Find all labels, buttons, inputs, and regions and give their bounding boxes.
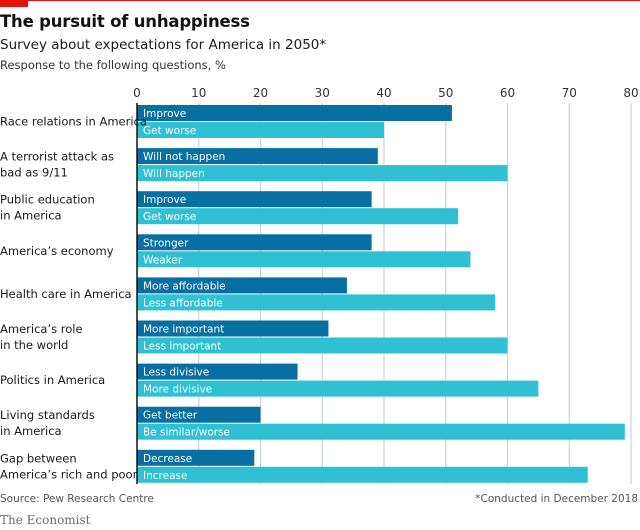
x-tick-label: 10 bbox=[191, 86, 206, 100]
bar-label: Get better bbox=[143, 410, 198, 422]
bar bbox=[137, 406, 261, 423]
bar bbox=[137, 294, 496, 311]
bar bbox=[137, 466, 588, 483]
bar bbox=[137, 277, 347, 294]
bar-label: Stronger bbox=[143, 237, 189, 249]
category-label: America’s economy bbox=[0, 244, 114, 258]
category-label: America’s role bbox=[0, 322, 83, 336]
category-label: in America bbox=[0, 209, 62, 223]
bar bbox=[137, 251, 471, 268]
bar bbox=[137, 234, 372, 251]
category-label: Race relations in America bbox=[0, 115, 147, 129]
bar-label: Improve bbox=[143, 108, 186, 120]
x-tick-label: 20 bbox=[253, 86, 268, 100]
x-tick-label: 80 bbox=[623, 86, 638, 100]
bar-label: Less affordable bbox=[143, 297, 223, 309]
category-label: in America bbox=[0, 424, 62, 438]
x-axis-ticks: 0 10 20 30 40 50 60 70 80 bbox=[133, 86, 638, 100]
category-label: Living standards bbox=[0, 408, 95, 422]
category-label: Public education bbox=[0, 193, 95, 207]
bar-label: More important bbox=[143, 324, 224, 336]
bar bbox=[137, 105, 452, 121]
category-label: Politics in America bbox=[0, 373, 105, 387]
bar-label: Less important bbox=[143, 341, 221, 353]
x-tick-label: 40 bbox=[376, 86, 391, 100]
bar bbox=[137, 363, 298, 380]
top-rule bbox=[0, 0, 640, 1]
bar-label: Less divisive bbox=[143, 367, 209, 379]
bar bbox=[137, 380, 539, 397]
footnote: *Conducted in December 2018 bbox=[475, 493, 638, 505]
source-note: Source: Pew Research Centre bbox=[0, 493, 154, 505]
bar bbox=[137, 165, 508, 182]
x-tick-label: 0 bbox=[133, 86, 141, 100]
brand-red-tab bbox=[0, 0, 28, 7]
bar bbox=[137, 208, 459, 225]
bar-label: Decrease bbox=[143, 453, 192, 465]
x-tick-label: 30 bbox=[315, 86, 330, 100]
bar-label: Be similar/worse bbox=[143, 427, 230, 439]
category-label: Health care in America bbox=[0, 287, 132, 301]
bar bbox=[137, 449, 255, 466]
category-label: Gap between bbox=[0, 451, 77, 465]
bar bbox=[137, 337, 508, 354]
bar-label: More affordable bbox=[143, 280, 226, 292]
category-label: bad as 9/11 bbox=[0, 166, 68, 180]
chart-subtitle: Survey about expectations for America in… bbox=[0, 37, 327, 53]
bar bbox=[137, 191, 372, 208]
category-label: America’s rich and poor bbox=[0, 467, 138, 481]
category-label: A terrorist attack as bbox=[0, 150, 114, 164]
brand-logo: The Economist bbox=[0, 513, 91, 527]
unit-note: Response to the following questions, % bbox=[0, 58, 226, 72]
bar bbox=[137, 148, 378, 165]
bar bbox=[137, 320, 329, 337]
x-tick-label: 60 bbox=[500, 86, 515, 100]
x-tick-label: 70 bbox=[562, 86, 577, 100]
bars: Improve Get worse Will not happen Will happ… bbox=[137, 105, 625, 483]
bar-label: Weaker bbox=[143, 254, 183, 266]
chart-title: The pursuit of unhappiness bbox=[0, 12, 250, 31]
bar-label: More divisive bbox=[143, 384, 212, 396]
bar-label: Get worse bbox=[143, 211, 196, 223]
bar-label: Get worse bbox=[143, 125, 196, 137]
bar-label: Will not happen bbox=[143, 151, 225, 163]
bar bbox=[137, 423, 625, 440]
category-label: in the world bbox=[0, 338, 68, 352]
bar bbox=[137, 122, 384, 138]
category-labels: Race relations in America A terrorist att… bbox=[0, 115, 147, 482]
bar-label: Will happen bbox=[143, 168, 205, 180]
bar-label: Improve bbox=[143, 194, 186, 206]
bar-label: Increase bbox=[143, 470, 187, 482]
x-tick-label: 50 bbox=[438, 86, 453, 100]
